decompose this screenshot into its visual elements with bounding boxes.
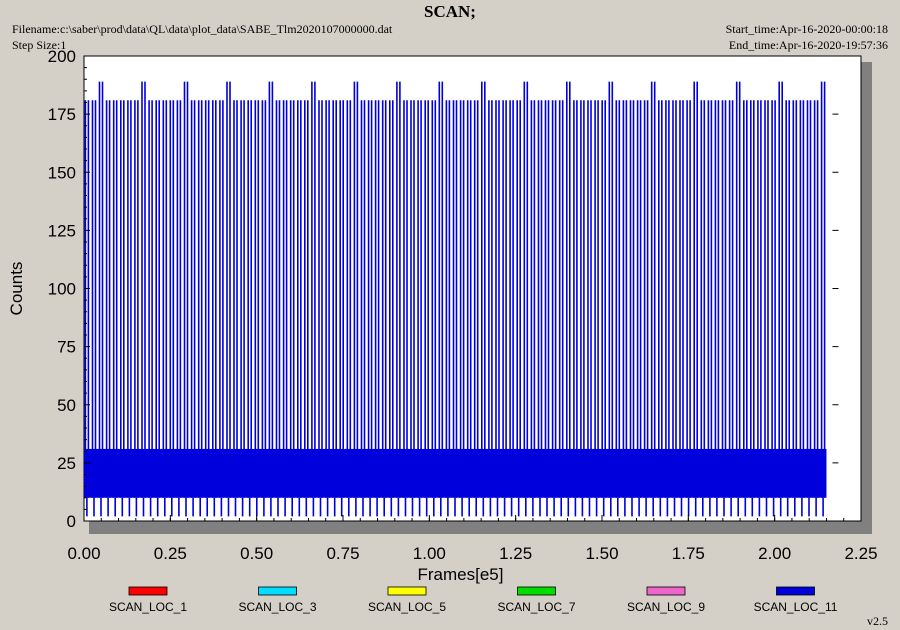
legend-swatch-scan-loc-9 — [646, 586, 686, 596]
x-tick-label: 0.00 — [67, 544, 100, 563]
legend-swatch-scan-loc-5 — [387, 586, 427, 596]
legend-label-scan-loc-1: SCAN_LOC_1 — [109, 600, 187, 614]
y-axis-title: Counts — [7, 262, 26, 316]
start-time-label: Start_time:Apr-16-2020-00:00:18 — [725, 22, 888, 36]
x-tick-label: 1.50 — [585, 544, 618, 563]
x-axis-title: Frames[e5] — [418, 565, 504, 584]
legend-label-scan-loc-3: SCAN_LOC_3 — [238, 600, 316, 614]
x-tick-label: 2.25 — [844, 544, 877, 563]
step-size-label: Step Size:1 — [12, 38, 67, 52]
y-tick-label: 175 — [48, 105, 76, 124]
series-group — [84, 81, 827, 517]
axes-group: 0 25 50 75 100 125 150 175 200 0.00 0.25 0.50 0.75 1.… — [7, 47, 878, 584]
x-tick-label: 1.75 — [672, 544, 705, 563]
y-tick-label: 125 — [48, 221, 76, 240]
y-tick-label: 200 — [48, 47, 76, 66]
legend: SCAN_LOC_1 SCAN_LOC_3 SCAN_LOC_5 SCAN_LOC_7… — [109, 586, 838, 614]
x-tick-label: 2.00 — [758, 544, 791, 563]
series-spikes-scan-loc-11 — [84, 81, 826, 517]
y-tick-label: 150 — [48, 163, 76, 182]
legend-label-scan-loc-11: SCAN_LOC_11 — [754, 600, 838, 614]
legend-swatch-scan-loc-7 — [517, 586, 556, 596]
y-tick-label: 100 — [48, 280, 76, 299]
x-tick-label: 1.00 — [413, 544, 446, 563]
series-band-scan-loc-11 — [84, 448, 827, 498]
x-tick-label: 1.25 — [499, 544, 532, 563]
chart-title: SCAN; — [424, 2, 476, 21]
legend-swatch-scan-loc-1 — [128, 586, 168, 596]
legend-label-scan-loc-7: SCAN_LOC_7 — [497, 600, 575, 614]
legend-label-scan-loc-5: SCAN_LOC_5 — [368, 600, 446, 614]
y-tick-label: 50 — [57, 396, 76, 415]
legend-swatch-scan-loc-11 — [776, 586, 815, 596]
version-label: v2.5 — [867, 614, 888, 628]
x-tick-label: 0.25 — [154, 544, 187, 563]
x-tick-label: 0.50 — [240, 544, 273, 563]
filename-label: Filename:c:\saber\prod\data\QL\data\plot… — [12, 22, 393, 36]
y-tick-label: 0 — [67, 512, 76, 531]
end-time-label: End_time:Apr-16-2020-19:57:36 — [728, 38, 888, 52]
y-tick-label: 75 — [57, 338, 76, 357]
x-tick-label: 0.75 — [326, 544, 359, 563]
legend-label-scan-loc-9: SCAN_LOC_9 — [627, 600, 705, 614]
legend-swatch-scan-loc-3 — [258, 586, 297, 596]
y-tick-label: 25 — [57, 454, 76, 473]
